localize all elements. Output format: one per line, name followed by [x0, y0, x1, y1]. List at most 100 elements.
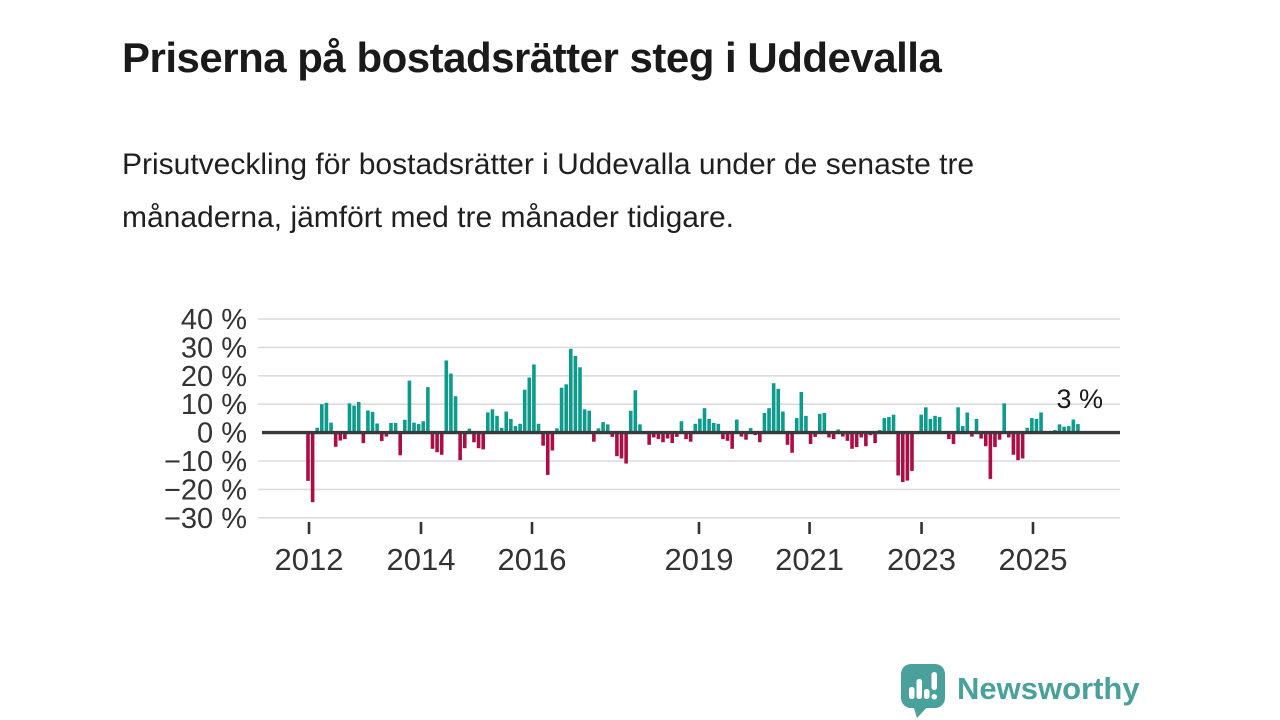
bar-negative [905, 432, 910, 481]
bar-negative [619, 432, 624, 459]
bar-positive [707, 418, 711, 433]
bar-positive [928, 418, 933, 433]
bar-positive [403, 419, 407, 433]
bar-negative [1011, 432, 1016, 455]
bar-negative [841, 432, 845, 437]
latest-value-annotation: 3 % [1056, 384, 1103, 414]
page-title: Priserna på bostadsrätter steg i Uddeval… [122, 34, 942, 82]
bar-negative [361, 432, 366, 444]
bar-positive [960, 426, 965, 433]
bar-positive [426, 387, 430, 433]
bar-positive [449, 373, 453, 433]
x-axis-tick-label: 2021 [775, 542, 844, 577]
bar-negative [439, 432, 444, 455]
bar-negative [398, 432, 402, 456]
y-axis-tick-label: 10 % [181, 389, 247, 421]
bar-negative [615, 432, 619, 457]
bar-positive [573, 355, 578, 433]
bar-negative [688, 432, 693, 442]
price-development-bar-chart: 40 %30 %20 %10 %0 %−10 %−20 %−30 % 2012 20… [164, 304, 1120, 577]
bar-positive [1066, 426, 1071, 433]
bar-positive [1071, 419, 1076, 433]
bar-negative [430, 432, 435, 449]
bar-negative [831, 432, 836, 440]
bar-negative [343, 432, 347, 440]
bar-positive [490, 409, 495, 433]
x-axis-tick-label: 2014 [387, 542, 456, 577]
bar-positive [937, 416, 942, 433]
bar-negative [859, 432, 864, 438]
bar-positive [781, 411, 785, 433]
bar-positive [412, 422, 416, 433]
bar-negative [790, 432, 794, 453]
bar-negative [550, 432, 555, 451]
bar-negative [744, 432, 748, 440]
bar-positive [513, 426, 518, 433]
bar-negative [808, 432, 813, 444]
bar-positive [536, 423, 541, 433]
bar-positive [1002, 403, 1006, 433]
bar-negative [665, 432, 670, 439]
bar-negative [785, 432, 790, 445]
bar-negative [993, 432, 997, 448]
bar-positive [882, 418, 887, 433]
bar-positive [522, 389, 527, 433]
bar-negative [661, 432, 665, 443]
bar-positive [679, 421, 684, 433]
bar-positive [564, 384, 568, 433]
y-axis-tick-label: 20 % [181, 361, 247, 393]
x-axis-tick-label: 2019 [664, 542, 733, 577]
y-axis-tick-label: −30 % [164, 503, 247, 535]
bar-negative [384, 432, 389, 437]
bar-negative [864, 432, 868, 447]
bar-positive [891, 414, 896, 433]
bar-positive [389, 422, 393, 433]
bar-negative [656, 432, 661, 440]
bar-positive [555, 428, 559, 433]
bar-positive [407, 380, 412, 433]
bar-positive [799, 391, 804, 433]
bar-negative [725, 432, 730, 441]
x-axis-tick-label: 2016 [498, 542, 567, 577]
bar-positive [1057, 424, 1062, 433]
bar-positive [1076, 424, 1080, 433]
bar-negative [333, 432, 338, 447]
bar-positive [532, 364, 536, 433]
bar-positive [596, 428, 601, 433]
x-axis-tick-label: 2012 [275, 542, 344, 577]
y-axis-tick-label: −20 % [164, 474, 247, 506]
bar-negative [730, 432, 734, 449]
bar-positive [767, 408, 771, 433]
bar-negative [647, 432, 651, 445]
bar-negative [610, 432, 615, 437]
bar-negative [1020, 432, 1025, 459]
bar-positive [887, 416, 891, 433]
bar-positive [366, 410, 370, 433]
bar-positive [605, 424, 610, 433]
bar-negative [827, 432, 831, 438]
bar-negative [306, 432, 310, 481]
bar-positive [329, 422, 333, 433]
bar-positive [1025, 427, 1030, 433]
bar-positive [919, 414, 923, 433]
bar-positive [693, 423, 698, 433]
bar-positive [1030, 418, 1034, 433]
y-axis-tick-label: −10 % [164, 446, 247, 478]
bar-positive [416, 424, 421, 433]
bar-positive [933, 415, 937, 433]
bar-negative [541, 432, 545, 446]
bar-negative [670, 432, 675, 444]
bar-positive [638, 424, 642, 433]
bar-negative [900, 432, 905, 483]
y-axis-tick-label: 0 % [197, 418, 247, 450]
bar-negative [592, 432, 596, 442]
bar-positive [499, 427, 504, 433]
bar-positive [453, 396, 458, 433]
bar-positive [587, 410, 592, 433]
bar-negative [997, 432, 1002, 440]
bar-positive [356, 401, 361, 433]
bar-positive [504, 411, 509, 433]
bar-negative [951, 432, 956, 444]
bar-negative [624, 432, 628, 464]
bar-positive [601, 422, 605, 433]
